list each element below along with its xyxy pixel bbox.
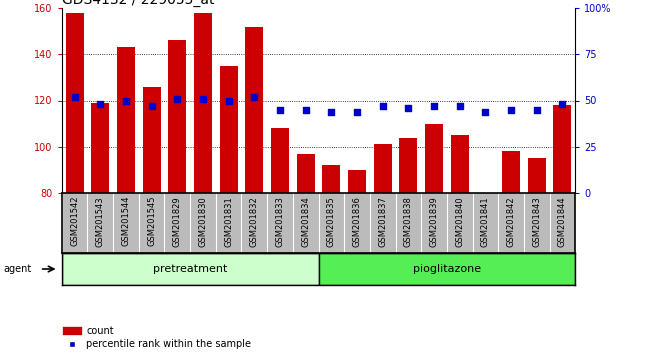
Bar [528,158,546,193]
Bar [168,40,187,193]
Bar [220,66,238,193]
Text: GSM201840: GSM201840 [455,196,464,247]
Point [378,103,388,109]
Bar [348,170,366,193]
Bar [142,87,161,193]
Text: GSM201830: GSM201830 [198,196,207,247]
Text: GSM201832: GSM201832 [250,196,259,247]
Bar [296,154,315,193]
Bar [374,144,392,193]
Point [172,96,183,102]
Bar [502,152,520,193]
Point [146,103,157,109]
Point [403,105,413,111]
Point [224,98,234,103]
Text: pioglitazone: pioglitazone [413,264,481,274]
Point [429,103,439,109]
Text: GSM201831: GSM201831 [224,196,233,247]
Text: GDS4132 / 229055_at: GDS4132 / 229055_at [62,0,214,7]
Bar [117,47,135,193]
Point [480,109,491,114]
Text: GSM201841: GSM201841 [481,196,490,247]
Point [198,96,208,102]
Bar [194,13,212,193]
Bar [322,165,341,193]
Text: GSM201838: GSM201838 [404,196,413,247]
Bar [91,103,109,193]
Text: GSM201542: GSM201542 [70,196,79,246]
Text: GSM201834: GSM201834 [301,196,310,247]
Bar [553,105,571,193]
Text: GSM201837: GSM201837 [378,196,387,247]
Bar [399,137,417,193]
Point [532,107,542,113]
Point [70,94,80,99]
Point [352,109,362,114]
Point [326,109,337,114]
Text: GSM201543: GSM201543 [96,196,105,247]
Text: GSM201545: GSM201545 [147,196,156,246]
Text: GSM201842: GSM201842 [506,196,515,247]
Text: GSM201839: GSM201839 [430,196,439,247]
Text: GSM201844: GSM201844 [558,196,567,247]
Bar [271,128,289,193]
Text: GSM201833: GSM201833 [276,196,285,247]
Text: pretreatment: pretreatment [153,264,228,274]
Bar [318,253,575,285]
Point [275,107,285,113]
Point [249,94,259,99]
Point [506,107,516,113]
Legend: count, percentile rank within the sample: count, percentile rank within the sample [66,326,251,349]
Bar [66,13,84,193]
Text: GSM201544: GSM201544 [122,196,131,246]
Text: agent: agent [3,264,31,274]
Text: GSM201835: GSM201835 [327,196,336,247]
Point [300,107,311,113]
Bar [425,124,443,193]
Text: GSM201836: GSM201836 [352,196,361,247]
Bar [450,135,469,193]
Point [121,98,131,103]
Bar [62,253,318,285]
Point [454,103,465,109]
Bar [245,27,263,193]
Point [557,101,567,107]
Text: GSM201829: GSM201829 [173,196,182,247]
Point [95,101,105,107]
Text: GSM201843: GSM201843 [532,196,541,247]
